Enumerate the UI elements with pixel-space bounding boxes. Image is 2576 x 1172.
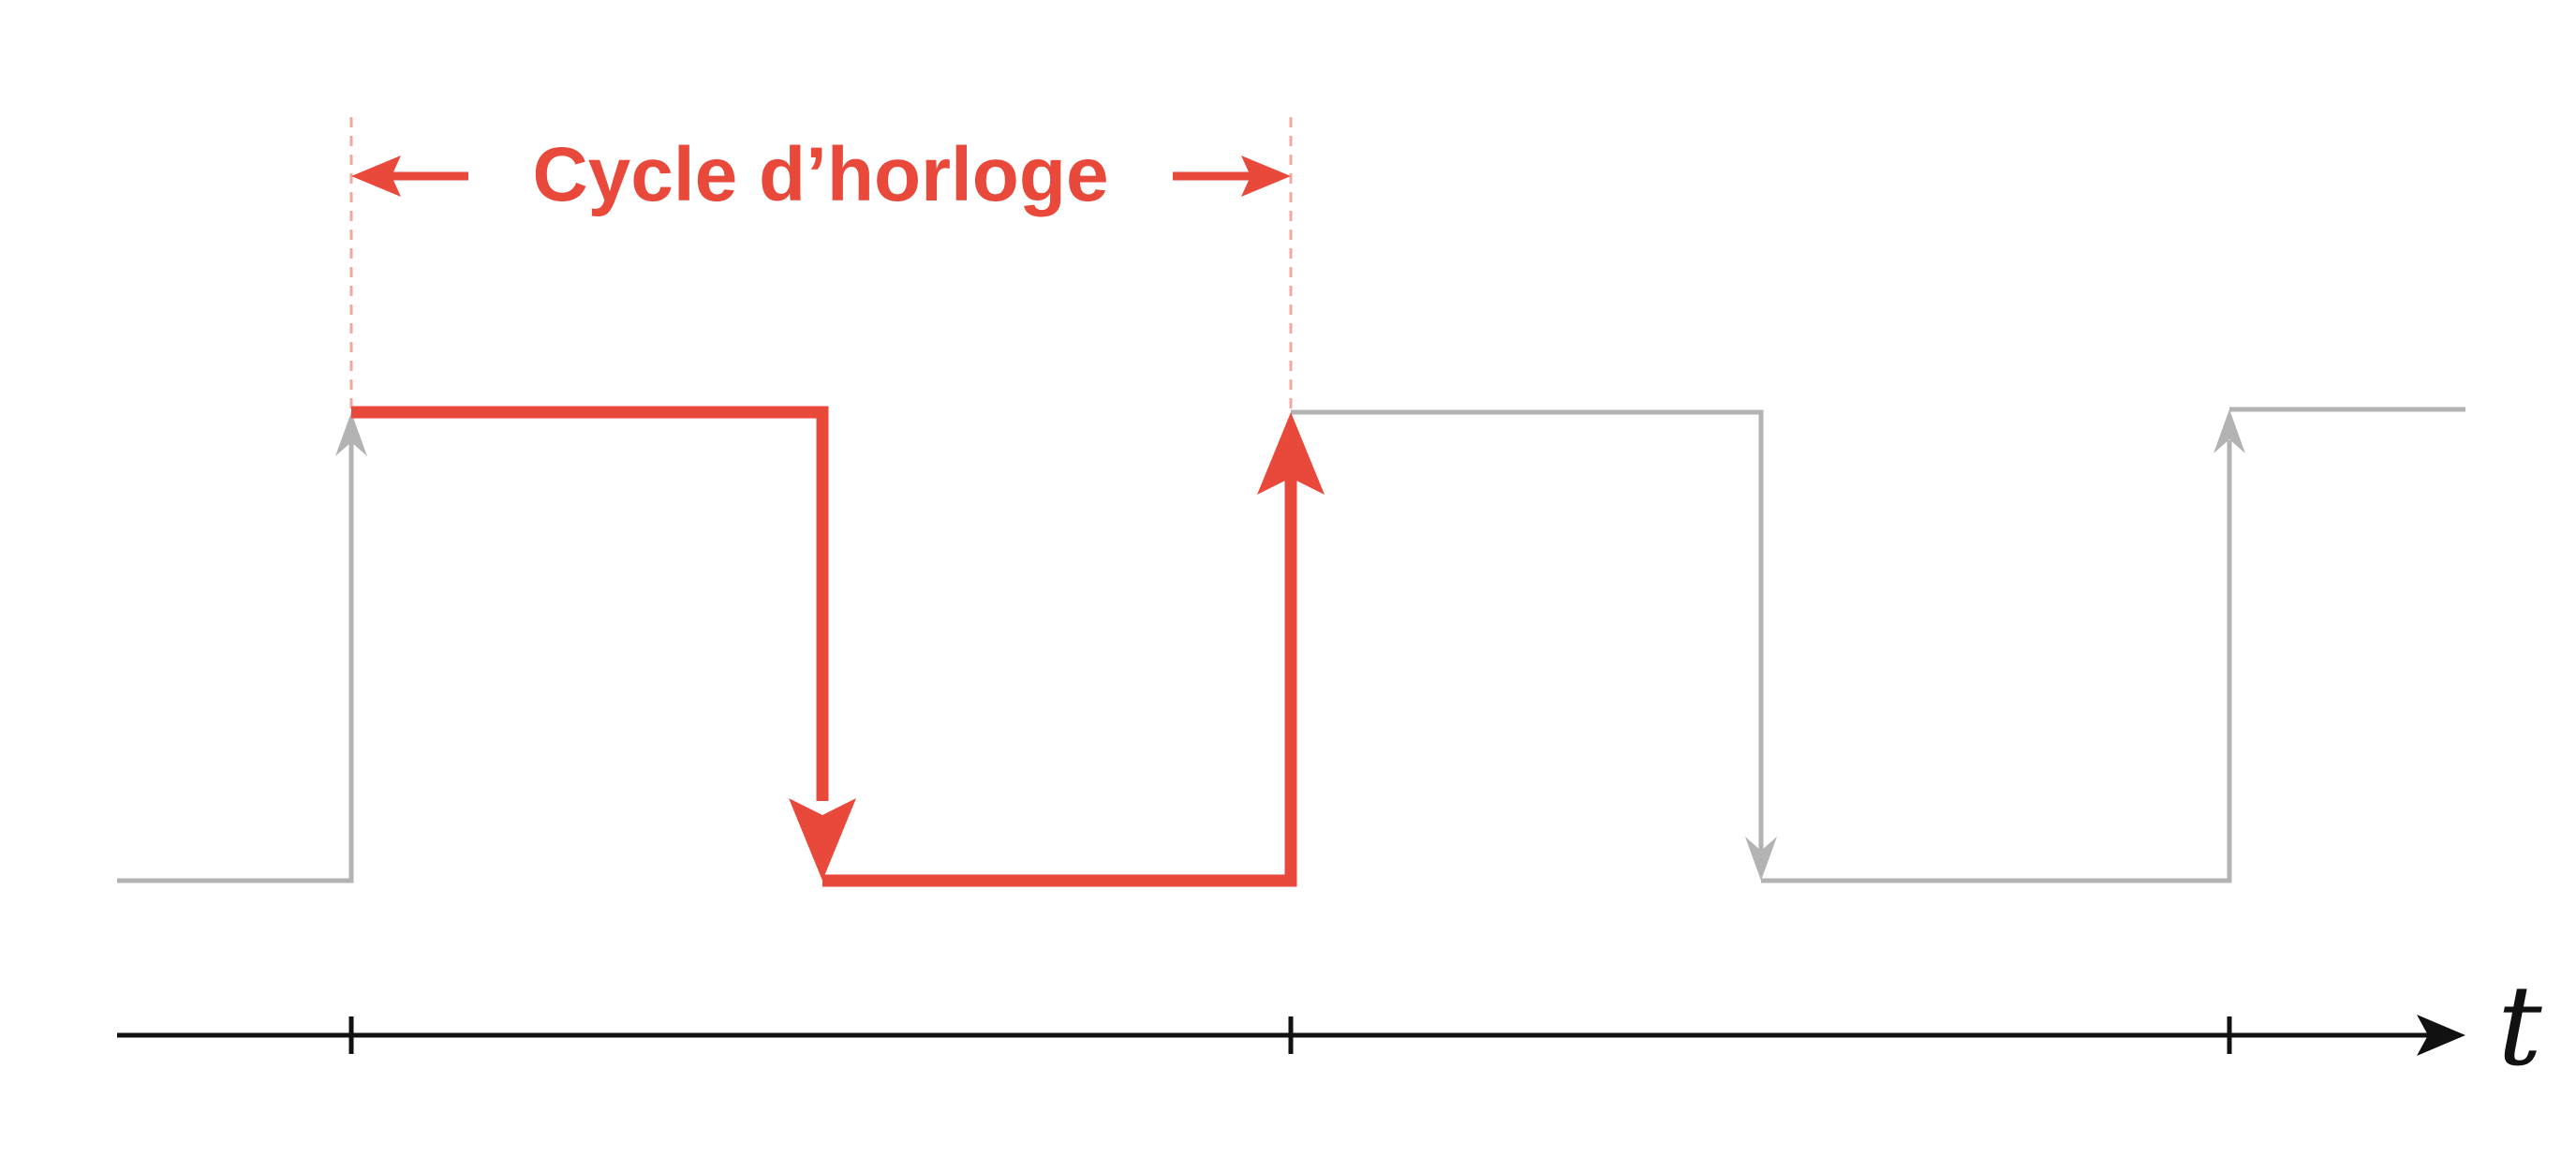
rising-edge-arrow-3 bbox=[2213, 409, 2245, 453]
rising-edge-arrow-highlight bbox=[1257, 412, 1325, 495]
clock-signal-grey bbox=[117, 407, 2465, 883]
time-axis-arrowhead bbox=[2417, 1015, 2465, 1056]
clock-cycle-highlight bbox=[351, 406, 1297, 887]
cycle-right-arrow bbox=[1173, 156, 1291, 197]
signal-low-third bbox=[1761, 440, 2232, 883]
falling-edge-arrow-2 bbox=[1745, 837, 1777, 881]
signal-second-cycle bbox=[1291, 409, 1764, 862]
falling-edge-arrow-highlight bbox=[789, 798, 856, 881]
time-axis bbox=[117, 1015, 2465, 1056]
cycle-left-arrow bbox=[351, 156, 468, 197]
signal-low-start bbox=[117, 440, 354, 883]
cycle-low-phase bbox=[822, 473, 1297, 887]
time-axis-label: t bbox=[2497, 961, 2542, 1090]
cycle-label: Cycle d’horloge bbox=[532, 132, 1108, 217]
cycle-high-phase bbox=[351, 406, 829, 801]
rising-edge-arrow-1 bbox=[335, 412, 367, 456]
